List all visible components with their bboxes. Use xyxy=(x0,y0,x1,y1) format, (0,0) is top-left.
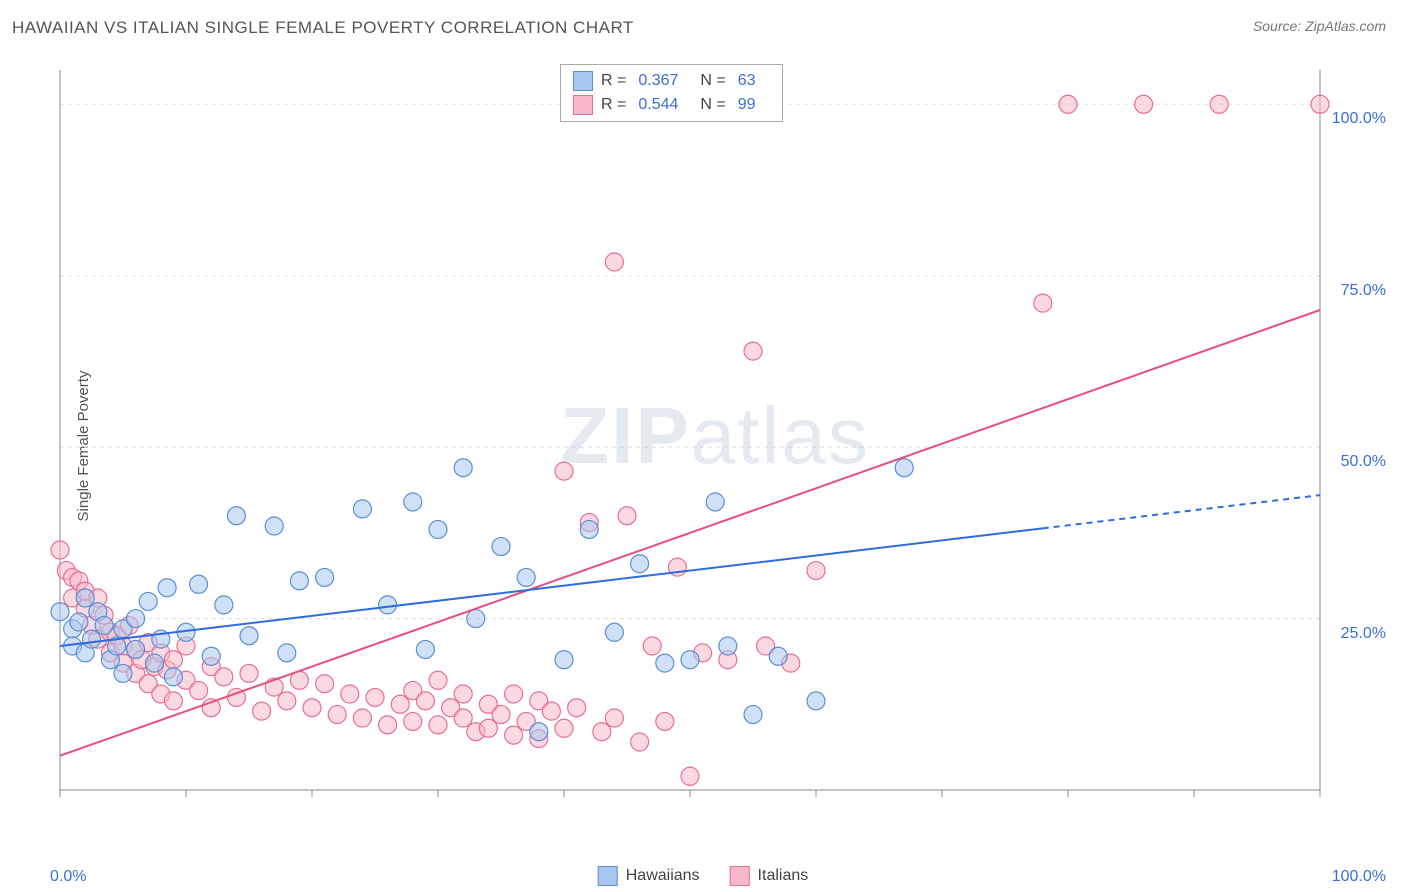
r-value-hawaiians: 0.367 xyxy=(638,72,678,90)
r-value-italians: 0.544 xyxy=(638,96,678,114)
swatch-hawaiians xyxy=(573,71,593,91)
y-tick-label: 50.0% xyxy=(1341,453,1386,471)
x-axis-min-label: 0.0% xyxy=(50,868,86,886)
y-tick-label: 25.0% xyxy=(1341,625,1386,643)
stats-row-italians: R = 0.544 N = 99 xyxy=(573,93,770,117)
n-value-hawaiians: 63 xyxy=(738,72,756,90)
y-tick-label: 100.0% xyxy=(1332,110,1386,128)
series-legend: Hawaiians Italians xyxy=(598,866,809,886)
stats-legend: R = 0.367 N = 63 R = 0.544 N = 99 xyxy=(560,64,783,122)
x-axis-max-label: 100.0% xyxy=(1332,868,1386,886)
chart-title: HAWAIIAN VS ITALIAN SINGLE FEMALE POVERT… xyxy=(12,18,634,38)
legend-item-italians: Italians xyxy=(730,866,809,886)
legend-label-hawaiians: Hawaiians xyxy=(626,867,700,885)
n-value-italians: 99 xyxy=(738,96,756,114)
legend-swatch-hawaiians xyxy=(598,866,618,886)
stats-row-hawaiians: R = 0.367 N = 63 xyxy=(573,69,770,93)
scatter-plot: ZIPatlas xyxy=(50,60,1380,830)
legend-swatch-italians xyxy=(730,866,750,886)
legend-item-hawaiians: Hawaiians xyxy=(598,866,700,886)
chart-svg xyxy=(50,60,1380,830)
y-tick-label: 75.0% xyxy=(1341,282,1386,300)
swatch-italians xyxy=(573,95,593,115)
source-attribution: Source: ZipAtlas.com xyxy=(1253,18,1386,34)
legend-label-italians: Italians xyxy=(758,867,809,885)
